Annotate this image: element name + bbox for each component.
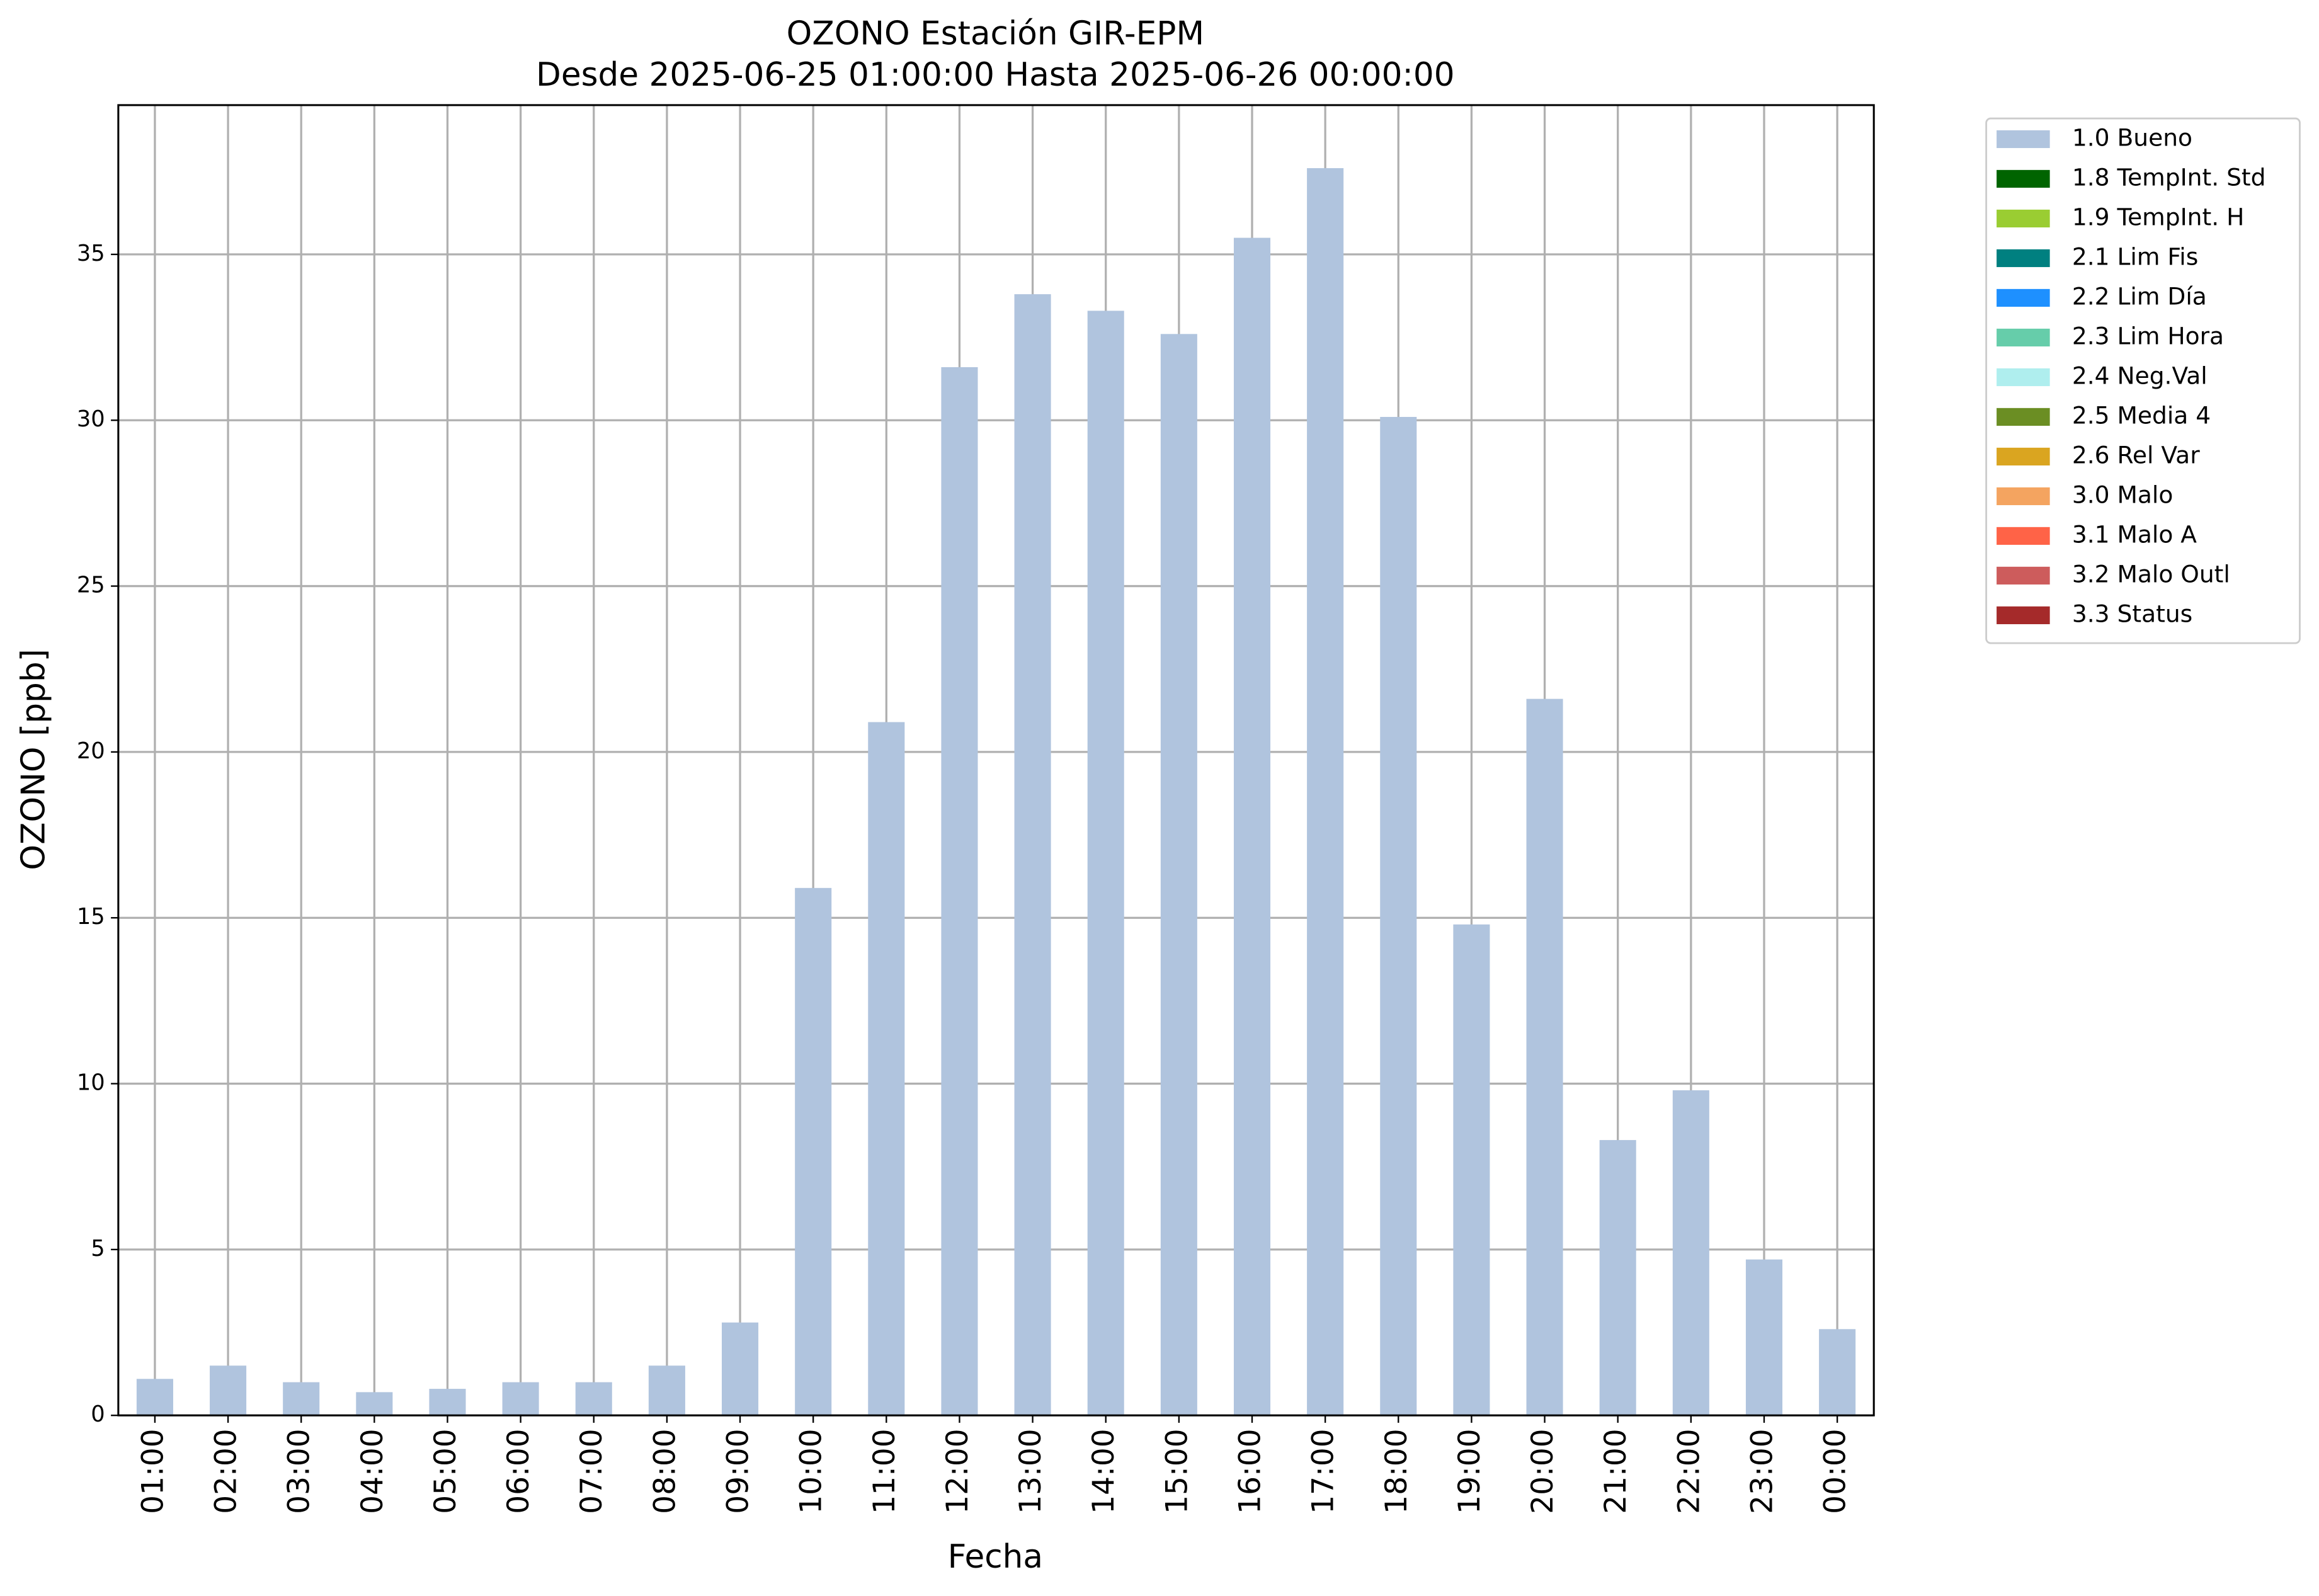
legend-label: 2.2 Lim Día	[2072, 282, 2207, 310]
bar	[1819, 1329, 1856, 1416]
y-tick-label: 15	[77, 904, 105, 930]
bar	[868, 722, 905, 1416]
y-tick-label: 20	[77, 738, 105, 764]
bar	[1745, 1259, 1783, 1416]
legend-label: 3.3 Status	[2072, 600, 2192, 627]
legend-swatch	[1997, 408, 2050, 426]
legend-swatch	[1997, 328, 2050, 347]
legend-swatch	[1997, 527, 2050, 545]
x-tick-label: 20:00	[1525, 1428, 1560, 1513]
bar	[136, 1379, 173, 1416]
x-tick-label: 14:00	[1086, 1428, 1121, 1513]
legend-swatch	[1997, 249, 2050, 268]
bar	[1160, 334, 1197, 1416]
legend-swatch	[1997, 288, 2050, 307]
bar	[1014, 294, 1051, 1416]
y-tick-label: 10	[77, 1070, 105, 1096]
x-tick-label: 16:00	[1233, 1428, 1268, 1513]
bar	[795, 887, 832, 1416]
x-tick-label: 00:00	[1818, 1428, 1853, 1513]
y-tick-label: 5	[91, 1236, 105, 1262]
x-tick-label: 22:00	[1672, 1428, 1706, 1513]
y-tick-label: 30	[77, 406, 105, 432]
y-axis-label: OZONO [ppb]	[14, 649, 52, 870]
x-tick-label: 13:00	[1013, 1428, 1048, 1513]
bar	[1672, 1090, 1709, 1416]
legend-label: 1.0 Bueno	[2072, 123, 2192, 151]
y-tick-label: 35	[77, 241, 105, 266]
legend-swatch	[1997, 447, 2050, 466]
x-tick-label: 03:00	[282, 1428, 317, 1513]
x-tick-label: 06:00	[501, 1428, 536, 1513]
x-tick-label: 21:00	[1598, 1428, 1633, 1513]
chart-title: OZONO Estación GIR-EPM	[787, 14, 1204, 52]
legend-label: 3.0 Malo	[2072, 481, 2174, 508]
bar	[210, 1365, 247, 1416]
x-tick-label: 23:00	[1745, 1428, 1779, 1513]
legend-swatch	[1997, 566, 2050, 585]
x-tick-label: 18:00	[1379, 1428, 1414, 1513]
bar	[1599, 1140, 1636, 1416]
legend-label: 2.1 Lim Fis	[2072, 242, 2198, 270]
legend-label: 2.4 Neg.Val	[2072, 362, 2208, 389]
legend-label: 2.6 Rel Var	[2072, 441, 2200, 469]
y-tick-label: 0	[91, 1401, 105, 1427]
x-tick-label: 15:00	[1160, 1428, 1194, 1513]
legend-swatch	[1997, 130, 2050, 149]
bar	[648, 1365, 685, 1416]
x-tick-label: 19:00	[1452, 1428, 1487, 1513]
x-tick-label: 17:00	[1306, 1428, 1341, 1513]
bar	[1453, 924, 1490, 1416]
x-tick-label: 04:00	[355, 1428, 390, 1513]
bar	[1233, 237, 1271, 1416]
x-tick-label: 07:00	[574, 1428, 609, 1513]
x-tick-label: 09:00	[721, 1428, 756, 1513]
legend-label: 2.3 Lim Hora	[2072, 322, 2224, 350]
bar	[1087, 311, 1124, 1416]
bar	[1307, 168, 1344, 1416]
legend-swatch	[1997, 209, 2050, 228]
y-tick-label: 25	[77, 573, 105, 598]
legend-label: 1.9 TempInt. H	[2072, 203, 2244, 231]
x-tick-label: 11:00	[867, 1428, 902, 1513]
x-tick-label: 10:00	[794, 1428, 829, 1513]
x-tick-label: 02:00	[209, 1428, 244, 1513]
chart-subtitle: Desde 2025-06-25 01:00:00 Hasta 2025-06-…	[536, 56, 1455, 94]
axes: 0 5 10 15 20 25 30 35 01:00 02:00 03:00 04:00 05:00 0…	[77, 104, 1875, 1514]
legend-label: 3.1 Malo A	[2072, 520, 2197, 548]
bar	[283, 1382, 320, 1416]
x-tick-label: 05:00	[428, 1428, 463, 1513]
x-tick-label: 12:00	[940, 1428, 975, 1513]
bar	[356, 1392, 393, 1416]
bar	[1526, 698, 1563, 1416]
legend-swatch	[1997, 169, 2050, 188]
legend-label: 3.2 Malo Outl	[2072, 560, 2230, 588]
legend-swatch	[1997, 487, 2050, 506]
x-axis-label: Fecha	[948, 1538, 1043, 1576]
legend-swatch	[1997, 606, 2050, 625]
legend-label: 1.8 TempInt. Std	[2072, 163, 2266, 191]
legend-label: 2.5 Media 4	[2072, 401, 2211, 429]
legend-frame	[1985, 117, 2301, 644]
plot-frame	[117, 104, 1875, 1416]
x-tick-label: 01:00	[135, 1428, 170, 1513]
bar	[502, 1382, 539, 1416]
bars	[136, 168, 1856, 1416]
bar	[429, 1389, 466, 1416]
legend: 1.0 Bueno 1.8 TempInt. Std 1.9 TempInt. H 2…	[1985, 117, 2301, 644]
bar	[1380, 416, 1417, 1416]
bar	[941, 367, 978, 1416]
legend-swatch	[1997, 368, 2050, 387]
bar	[575, 1382, 612, 1416]
bar	[722, 1322, 759, 1416]
x-tick-label: 08:00	[647, 1428, 682, 1513]
